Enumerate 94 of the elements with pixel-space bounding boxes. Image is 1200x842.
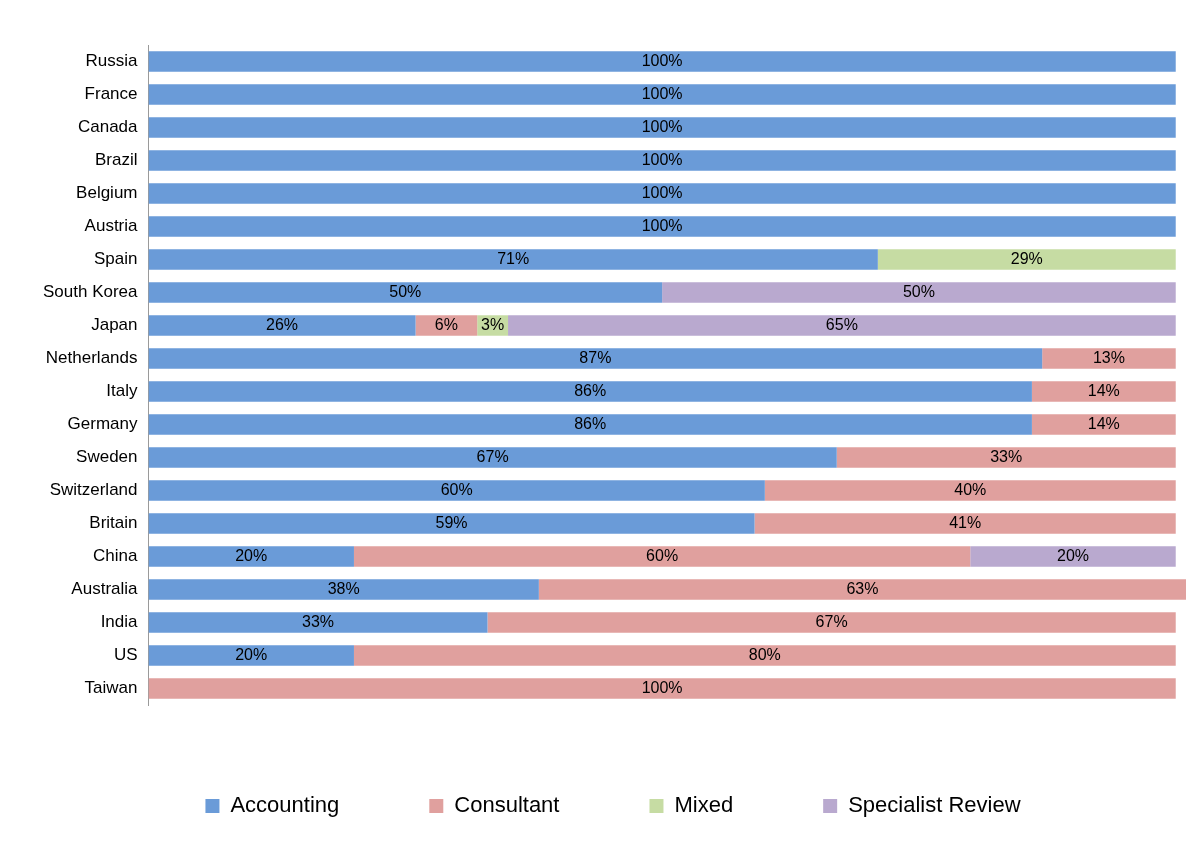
y-tick-label: India xyxy=(100,612,139,632)
bar xyxy=(148,150,1176,171)
y-tick-label: Australia xyxy=(71,579,139,599)
y-tick-label: South Korea xyxy=(43,282,139,302)
bar xyxy=(148,546,354,567)
bar xyxy=(148,249,878,270)
bar xyxy=(148,414,1032,435)
legend-label: Consultant xyxy=(454,792,560,818)
data-label: 67% xyxy=(815,612,848,630)
bar xyxy=(148,183,1176,204)
legend-label: Mixed xyxy=(674,792,734,818)
bar xyxy=(148,84,1176,105)
data-label: 29% xyxy=(1010,249,1043,267)
bar xyxy=(764,480,1176,501)
y-tick-label: Austria xyxy=(84,216,139,236)
y-tick-label: US xyxy=(113,645,138,665)
y-tick-label: Sweden xyxy=(76,447,138,467)
data-label: 100% xyxy=(641,51,683,69)
bar xyxy=(148,315,416,336)
legend-label: Specialist Review xyxy=(848,792,1021,818)
bar xyxy=(970,546,1176,567)
data-label: 38% xyxy=(327,579,360,597)
data-label: 20% xyxy=(1056,546,1090,564)
bar xyxy=(877,249,1176,270)
bar xyxy=(1031,414,1176,435)
data-label: 40% xyxy=(954,480,987,498)
bar xyxy=(148,447,837,468)
data-label: 3% xyxy=(481,315,505,333)
bar xyxy=(538,579,1186,600)
data-label: 100% xyxy=(641,678,683,696)
y-tick-label: Italy xyxy=(106,381,138,401)
data-label: 71% xyxy=(497,249,530,267)
y-tick-label: Netherlands xyxy=(45,348,138,368)
data-label: 20% xyxy=(235,546,268,564)
y-tick-label: Belgium xyxy=(76,183,138,203)
bar xyxy=(1031,381,1176,402)
data-label: 59% xyxy=(435,513,468,531)
legend-label: Accounting xyxy=(230,792,340,818)
y-tick-label: Russia xyxy=(85,51,139,71)
bar xyxy=(148,381,1032,402)
bar xyxy=(148,612,488,633)
data-label: 100% xyxy=(641,216,683,234)
data-label: 6% xyxy=(434,315,458,333)
data-label: 87% xyxy=(579,348,612,366)
bar xyxy=(836,447,1176,468)
bar xyxy=(754,513,1176,534)
bar xyxy=(148,480,765,501)
bar xyxy=(148,282,663,303)
data-label: 100% xyxy=(641,117,683,135)
data-label: 60% xyxy=(646,546,679,564)
bar xyxy=(148,51,1176,72)
bar xyxy=(487,612,1176,633)
data-label: 50% xyxy=(902,282,935,300)
y-tick-label: Britain xyxy=(89,513,138,533)
data-label: 13% xyxy=(1092,348,1125,366)
data-label: 100% xyxy=(641,84,683,102)
y-tick-label: Brazil xyxy=(95,150,138,170)
bar xyxy=(148,513,755,534)
data-label: 100% xyxy=(641,183,683,201)
data-label: 26% xyxy=(266,315,299,333)
data-label: 20% xyxy=(235,645,268,663)
data-label: 33% xyxy=(990,447,1023,465)
bar xyxy=(148,216,1176,237)
bar xyxy=(148,579,539,600)
data-label: 60% xyxy=(440,480,473,498)
y-tick-label: Spain xyxy=(94,249,138,269)
bar xyxy=(148,645,354,666)
y-tick-label: Canada xyxy=(77,117,139,137)
y-tick-label: Taiwan xyxy=(84,678,138,698)
bar xyxy=(508,315,1176,336)
bar xyxy=(148,117,1176,138)
y-tick-label: Japan xyxy=(91,315,138,335)
data-label: 86% xyxy=(574,381,607,399)
bar xyxy=(148,348,1043,369)
data-label: 41% xyxy=(949,513,982,531)
data-label: 86% xyxy=(574,414,607,432)
bar xyxy=(1042,348,1176,369)
data-label: 65% xyxy=(825,315,858,333)
bar xyxy=(662,282,1176,303)
bar xyxy=(148,678,1176,699)
y-tick-label: Switzerland xyxy=(49,480,138,500)
data-label: 63% xyxy=(846,579,879,597)
data-label: 80% xyxy=(748,645,781,663)
data-label: 14% xyxy=(1087,381,1120,399)
y-tick-label: Germany xyxy=(67,414,138,434)
data-label: 50% xyxy=(389,282,422,300)
data-label: 67% xyxy=(476,447,509,465)
data-label: 14% xyxy=(1087,414,1120,432)
data-label: 33% xyxy=(301,612,335,630)
y-tick-label: France xyxy=(84,84,138,104)
y-tick-label: China xyxy=(93,546,139,566)
bar xyxy=(353,546,971,567)
bar xyxy=(353,645,1176,666)
data-label: 100% xyxy=(641,150,683,168)
